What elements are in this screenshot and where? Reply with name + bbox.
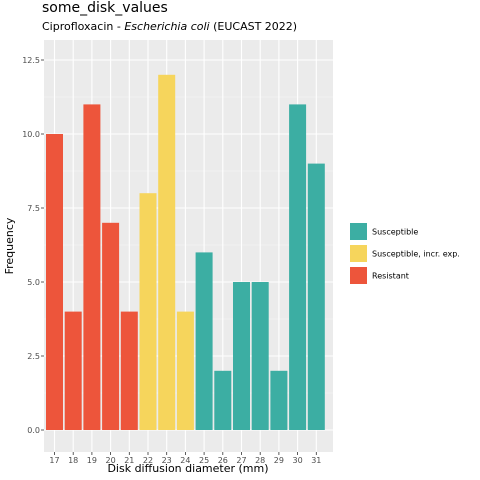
x-axis-title: Disk diffusion diameter (mm) <box>107 462 268 475</box>
bar-21 <box>120 311 138 430</box>
x-tick-label: 25 <box>199 456 209 465</box>
bar-27 <box>233 282 250 430</box>
x-tick-label: 24 <box>180 456 190 465</box>
bar-18 <box>64 311 82 430</box>
legend-label: Susceptible <box>372 228 418 237</box>
x-tick-label: 31 <box>311 456 321 465</box>
subtitle-drug: Ciprofloxacin <box>42 20 114 33</box>
bar-17 <box>46 134 63 430</box>
y-tick-label: 2.5 <box>27 352 40 361</box>
legend-label: Resistant <box>372 272 409 281</box>
bar-22 <box>139 193 157 430</box>
bars <box>46 74 325 431</box>
bar-28 <box>251 282 269 430</box>
y-tick-label: 10.0 <box>22 130 40 139</box>
x-axis: 17 18 19 20 21 22 23 24 25 26 27 28 29 30 31 <box>49 452 321 465</box>
bar-26 <box>214 370 232 430</box>
subtitle-separator: - <box>113 20 125 33</box>
x-tick-label: 17 <box>49 456 59 465</box>
x-tick-label: 23 <box>162 456 172 465</box>
x-tick-label: 20 <box>106 456 116 465</box>
x-tick-label: 29 <box>274 456 284 465</box>
bar-23 <box>158 74 176 431</box>
y-tick-label: 12.5 <box>22 56 40 65</box>
bar-19 <box>83 104 101 431</box>
x-tick-label: 21 <box>124 456 134 465</box>
x-tick-label: 22 <box>143 456 153 465</box>
chart-subtitle: Ciprofloxacin - Escherichia coli (EUCAST… <box>42 20 297 33</box>
bar-24 <box>176 311 194 430</box>
bar-29 <box>270 370 288 430</box>
x-tick-label: 18 <box>68 456 78 465</box>
x-tick-label: 19 <box>87 456 97 465</box>
bar-30 <box>289 104 307 431</box>
x-tick-label: 28 <box>255 456 265 465</box>
x-tick-label: 27 <box>236 456 246 465</box>
y-tick-label: 7.5 <box>27 204 40 213</box>
bar-25 <box>195 252 213 430</box>
bar-20 <box>102 222 120 430</box>
y-tick-label: 5.0 <box>27 278 40 287</box>
y-axis-title: Frequency <box>3 217 16 274</box>
legend-key-R <box>350 267 367 284</box>
legend: Susceptible Susceptible, incr. exp. Resist… <box>350 223 460 284</box>
x-tick-label: 26 <box>218 456 228 465</box>
bar-31 <box>307 163 325 430</box>
subtitle-organism: Escherichia coli <box>124 20 210 33</box>
x-tick-label: 30 <box>293 456 303 465</box>
legend-key-S <box>350 223 367 240</box>
y-axis: 0.0 2.5 5.0 7.5 10.0 12.5 <box>22 56 44 435</box>
legend-label: Susceptible, incr. exp. <box>372 250 460 259</box>
subtitle-guideline: (EUCAST 2022) <box>209 20 298 33</box>
y-tick-label: 0.0 <box>27 426 40 435</box>
legend-key-I <box>350 245 367 262</box>
chart-title: some_disk_values <box>42 0 168 16</box>
